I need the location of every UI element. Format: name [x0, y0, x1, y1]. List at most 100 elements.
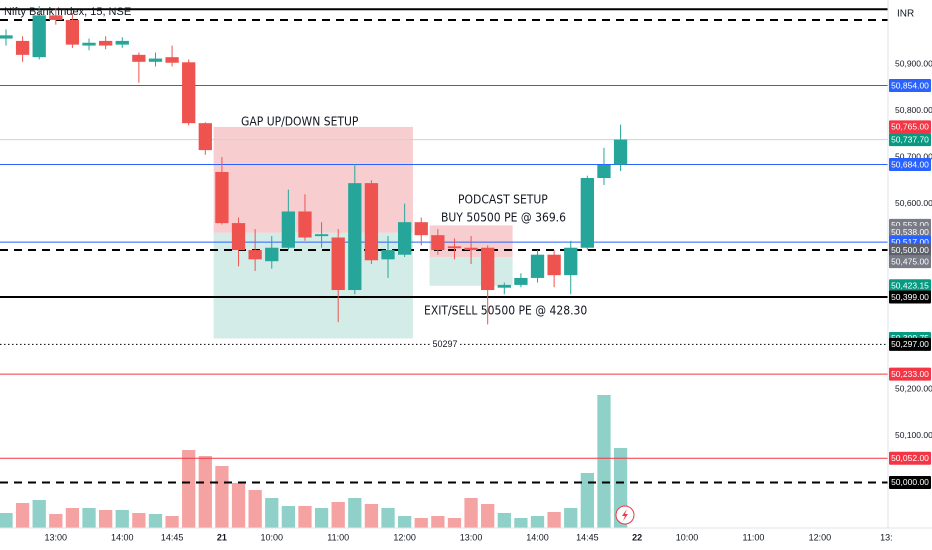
volume-bar [414, 518, 428, 528]
price-label-bg [889, 367, 931, 381]
candle-body [82, 42, 96, 46]
price-label: 50,684.00 [891, 159, 929, 169]
x-tick-label: 13:00 [45, 532, 68, 542]
annotation: GAP UP/DOWN SETUP [241, 115, 359, 129]
volume-bar [98, 510, 113, 528]
x-tick-label: 11:00 [327, 532, 349, 542]
volume-bar [314, 508, 329, 528]
volume-bar [148, 514, 163, 528]
candle-body [132, 54, 146, 62]
candle-body [198, 123, 212, 151]
volume-bar [481, 504, 495, 528]
volume-bar [464, 498, 478, 528]
candle-body [481, 247, 495, 291]
candle-body [298, 211, 312, 238]
candle-body [597, 165, 611, 179]
y-tick-label: 50,900.00 [895, 58, 932, 68]
line-layer: 50297 [0, 8, 888, 484]
candle-body [564, 247, 578, 276]
volume-bar [165, 516, 179, 528]
price-label-bg [889, 255, 931, 269]
price-label-bg [889, 337, 931, 351]
annotation: PODCAST SETUP [458, 193, 548, 207]
volume-bar [348, 498, 362, 528]
candle-body [49, 15, 63, 20]
candle-body [32, 15, 46, 58]
volume-bar [115, 510, 129, 528]
candle-body [414, 222, 428, 236]
flash-icon-glyph [622, 509, 628, 521]
volume-bar [0, 513, 13, 528]
volume-bar [530, 516, 545, 528]
volume-bar [397, 516, 412, 528]
x-tick-label: 12:00 [809, 532, 832, 542]
volume-bar [564, 508, 578, 528]
candle-body [281, 211, 296, 248]
chart-title: Nifty Bank Index, 15, NSE [4, 6, 131, 18]
volume-bar [32, 500, 46, 528]
candle-body [547, 254, 561, 276]
x-tick-label: 14:45 [161, 532, 184, 542]
price-label-bg [889, 225, 931, 239]
x-tick-label: 22 [632, 532, 642, 542]
price-label: 50,765.00 [891, 122, 929, 132]
price-label: 50,233.00 [891, 369, 929, 379]
price-label: 50,517.00 [891, 237, 929, 247]
candle-body [165, 57, 179, 63]
currency: INR [897, 9, 914, 20]
price-label: 50,423.15 [891, 281, 929, 291]
candle-body [248, 250, 262, 260]
volume-bar [132, 513, 146, 528]
candle-body [331, 237, 345, 291]
candle-body [98, 40, 113, 46]
x-tick-label: 10:00 [676, 532, 699, 542]
line-label: 50297 [432, 339, 457, 349]
candle-body [431, 235, 445, 251]
volume-bar [431, 516, 445, 528]
volume-bar [231, 483, 246, 528]
volume-bar [331, 502, 345, 528]
candle-body [381, 250, 395, 260]
x-tick-label: 14:45 [576, 532, 599, 542]
setup-zone [213, 126, 413, 233]
volume-bar [248, 490, 262, 528]
y-tick-label: 50,600.00 [895, 198, 932, 208]
price-label-bg [889, 451, 931, 465]
candle-body [231, 223, 246, 251]
volume-bar [82, 508, 96, 528]
price-label: 50,399.00 [891, 292, 929, 302]
price-label: 50,500.00 [891, 245, 929, 255]
candle-body [0, 35, 13, 39]
volume-bar [364, 504, 379, 528]
candle-body [447, 246, 462, 249]
candle-body [265, 247, 279, 262]
candle-body [348, 183, 362, 291]
candle-body [464, 247, 478, 251]
price-label-bg [889, 475, 931, 489]
annotation: EXIT/SELL 50500 PE @ 428.30 [424, 304, 587, 318]
candle-body [397, 222, 412, 255]
candle-body [613, 139, 628, 165]
volume-bar [447, 518, 462, 528]
candle-body [364, 183, 379, 261]
price-label-bg [889, 79, 931, 93]
x-tick-label: 14:00 [526, 532, 549, 542]
volume-layer [0, 395, 628, 528]
y-tick-label: 50,700.00 [895, 151, 932, 161]
y-tick-label: 50,100.00 [895, 430, 932, 440]
candle-body [580, 178, 594, 248]
volume-bar [514, 518, 528, 528]
x-tick-label: 12:00 [393, 532, 416, 542]
volume-bar [182, 450, 196, 528]
volume-bar [15, 503, 30, 528]
y-tick-label: 50,800.00 [895, 105, 932, 115]
volume-bar [547, 512, 561, 528]
price-label: 50,297.00 [891, 339, 929, 349]
volume-bar [298, 506, 312, 528]
price-label: 50,854.00 [891, 80, 929, 90]
price-label-bg [889, 133, 931, 147]
x-tick-label: 11:00 [743, 532, 765, 542]
candle-body [115, 40, 129, 45]
x-tick-label: 13:00 [460, 532, 483, 542]
volume-bar [597, 395, 611, 528]
